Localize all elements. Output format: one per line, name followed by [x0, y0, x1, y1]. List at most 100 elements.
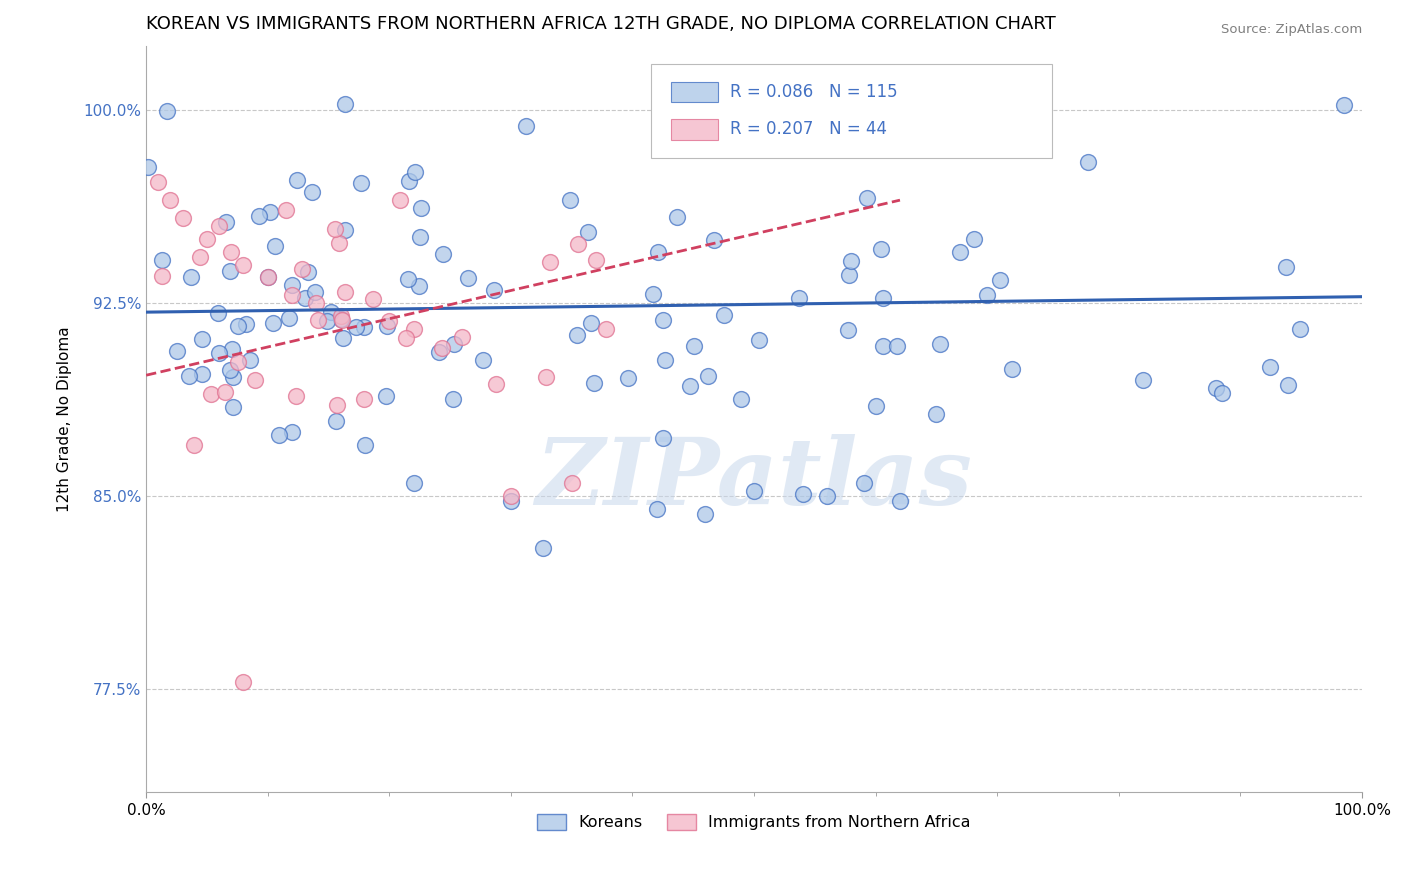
Point	[451, 329, 474, 343]
Point	[274, 203, 297, 218]
Point	[427, 344, 450, 359]
Point	[595, 322, 617, 336]
Point	[651, 431, 673, 445]
Point	[219, 263, 242, 277]
Point	[409, 201, 432, 215]
Point	[499, 494, 522, 508]
Point	[583, 376, 606, 390]
Point	[177, 369, 200, 384]
FancyBboxPatch shape	[651, 64, 1052, 158]
Point	[297, 265, 319, 279]
Point	[285, 173, 308, 187]
Point	[404, 165, 426, 179]
Legend: Koreans, Immigrants from Northern Africa: Koreans, Immigrants from Northern Africa	[531, 807, 977, 837]
Point	[925, 407, 948, 421]
Point	[159, 193, 181, 207]
Point	[335, 285, 357, 299]
Point	[333, 97, 356, 112]
Point	[682, 339, 704, 353]
Point	[457, 271, 479, 285]
Point	[695, 508, 717, 522]
Point	[222, 401, 245, 415]
Point	[1205, 381, 1227, 395]
Point	[395, 331, 418, 345]
Point	[408, 279, 430, 293]
Point	[285, 389, 308, 403]
Point	[294, 291, 316, 305]
Point	[330, 312, 353, 326]
Point	[259, 205, 281, 219]
Point	[742, 484, 765, 499]
Text: Source: ZipAtlas.com: Source: ZipAtlas.com	[1220, 23, 1362, 36]
Point	[471, 353, 494, 368]
Point	[870, 242, 893, 256]
Point	[654, 352, 676, 367]
Point	[432, 341, 454, 355]
Point	[269, 428, 291, 442]
Point	[307, 312, 329, 326]
Point	[730, 392, 752, 406]
Point	[617, 371, 640, 385]
Point	[815, 489, 838, 503]
Point	[166, 344, 188, 359]
Point	[183, 438, 205, 452]
Point	[1258, 359, 1281, 374]
Point	[354, 438, 377, 452]
Point	[262, 317, 284, 331]
Point	[398, 174, 420, 188]
Point	[150, 268, 173, 283]
Point	[482, 283, 505, 297]
Point	[353, 320, 375, 334]
Point	[304, 285, 326, 300]
Point	[1275, 260, 1298, 274]
Point	[1001, 362, 1024, 376]
Point	[748, 333, 770, 347]
Point	[963, 232, 986, 246]
Point	[697, 368, 720, 383]
Point	[536, 369, 558, 384]
Point	[432, 247, 454, 261]
Point	[443, 336, 465, 351]
Point	[852, 476, 875, 491]
Point	[641, 286, 664, 301]
Point	[315, 314, 337, 328]
Point	[222, 370, 245, 384]
Point	[872, 339, 894, 353]
Point	[389, 193, 412, 207]
Point	[214, 384, 236, 399]
Point	[221, 342, 243, 356]
Point	[374, 389, 396, 403]
Point	[277, 311, 299, 326]
Point	[329, 311, 352, 326]
Point	[281, 277, 304, 292]
Point	[321, 305, 343, 319]
Point	[156, 103, 179, 118]
Point	[713, 308, 735, 322]
Point	[363, 292, 385, 306]
Point	[578, 225, 600, 239]
Point	[929, 337, 952, 351]
Point	[647, 244, 669, 259]
Point	[515, 119, 537, 133]
Point	[792, 486, 814, 500]
Point	[247, 209, 270, 223]
Point	[226, 355, 249, 369]
Point	[990, 273, 1012, 287]
Point	[350, 176, 373, 190]
Point	[1211, 385, 1233, 400]
Point	[567, 327, 589, 342]
Text: KOREAN VS IMMIGRANTS FROM NORTHERN AFRICA 12TH GRADE, NO DIPLOMA CORRELATION CHA: KOREAN VS IMMIGRANTS FROM NORTHERN AFRIC…	[146, 15, 1056, 33]
Point	[666, 210, 689, 224]
Point	[208, 346, 231, 360]
Point	[703, 233, 725, 247]
Point	[188, 250, 211, 264]
Point	[402, 476, 425, 491]
Point	[136, 161, 159, 175]
Point	[402, 322, 425, 336]
Point	[976, 288, 998, 302]
Point	[377, 319, 399, 334]
Point	[344, 320, 367, 334]
FancyBboxPatch shape	[672, 119, 717, 140]
Point	[837, 323, 859, 337]
Point	[239, 352, 262, 367]
